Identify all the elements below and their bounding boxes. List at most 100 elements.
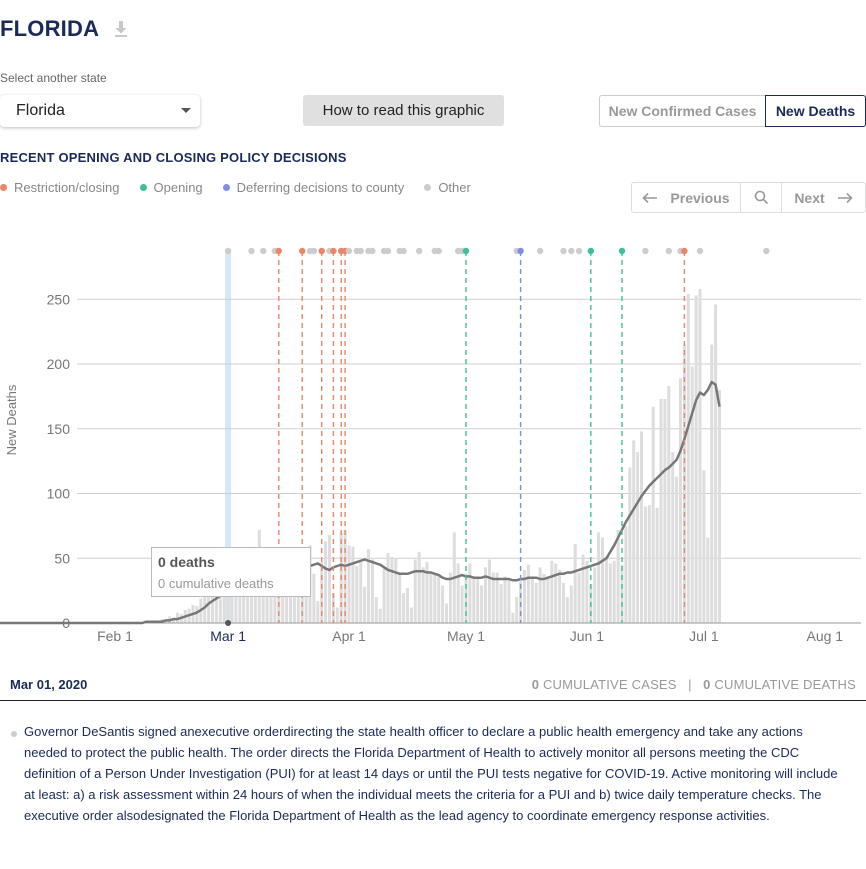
- previous-label: Previous: [670, 189, 730, 206]
- y-axis-label: New Deaths: [4, 384, 19, 455]
- policy-dot-opening: [587, 247, 594, 255]
- death-bar: [390, 556, 394, 623]
- policy-dot-restriction: [275, 247, 282, 255]
- death-bar: [686, 294, 690, 623]
- death-bar: [378, 608, 382, 623]
- death-bar: [324, 541, 328, 623]
- selected-date: Mar 01, 2020: [10, 676, 88, 692]
- selection-bar: Mar 01, 2020 0 CUMULATIVE CASES | 0 CUMU…: [0, 668, 866, 701]
- new-confirmed-cases-tab[interactable]: New Confirmed Cases: [599, 95, 765, 127]
- death-bar: [214, 588, 218, 623]
- x-tick-label: Mar 1: [210, 628, 246, 644]
- previous-button[interactable]: Previous: [632, 183, 741, 212]
- y-tick-label: 250: [47, 291, 71, 307]
- death-bar: [242, 573, 246, 623]
- death-bar: [437, 576, 441, 623]
- policy-dot-other: [400, 247, 407, 255]
- death-bar: [542, 573, 546, 623]
- death-bar: [698, 288, 702, 623]
- death-bar: [503, 576, 507, 623]
- death-bar: [604, 556, 608, 623]
- cum-deaths-label: CUMULATIVE DEATHS: [710, 676, 856, 692]
- death-bar: [406, 588, 409, 623]
- death-bar: [468, 563, 472, 623]
- death-bar: [417, 551, 421, 623]
- death-bar: [562, 582, 565, 623]
- death-bar: [651, 406, 655, 623]
- policy-dot-restriction: [318, 247, 325, 255]
- death-bar: [234, 588, 238, 623]
- policy-dot-restriction: [330, 247, 337, 255]
- death-bar: [690, 366, 694, 623]
- death-bar: [320, 562, 324, 623]
- death-bar: [472, 576, 476, 623]
- cum-cases-label: CUMULATIVE CASES: [539, 676, 677, 692]
- death-bar: [433, 573, 437, 623]
- death-bar: [694, 295, 698, 623]
- policy-legend: Restriction/closing Opening Deferring de…: [0, 180, 491, 195]
- death-bar: [398, 572, 402, 623]
- death-bar: [370, 559, 374, 623]
- death-bar: [710, 344, 714, 623]
- death-bar: [706, 537, 710, 623]
- death-bar: [491, 572, 495, 623]
- death-bar: [495, 572, 499, 623]
- tooltip: 0 deaths 0 cumulative deaths: [151, 547, 311, 597]
- death-bar: [511, 612, 515, 623]
- death-bar: [718, 389, 721, 623]
- policy-dot-deferring: [517, 247, 524, 255]
- policy-dot-other: [357, 247, 364, 255]
- death-bar: [530, 578, 534, 623]
- arrow-left-icon: [642, 192, 658, 203]
- how-to-read-button[interactable]: How to read this graphic: [303, 95, 504, 126]
- death-bar: [363, 586, 367, 623]
- y-tick-label: 150: [47, 421, 71, 437]
- death-bar: [211, 585, 214, 623]
- death-bar: [663, 398, 667, 623]
- death-bar: [367, 549, 370, 623]
- search-button[interactable]: [741, 183, 782, 212]
- death-bar: [355, 566, 359, 623]
- policy-detail-text: Governor DeSantis signed anexecutive ord…: [24, 724, 838, 823]
- death-bar: [507, 580, 511, 623]
- detail-bullet: [11, 731, 17, 737]
- death-bar: [421, 567, 425, 623]
- policy-dot-other: [696, 247, 704, 255]
- policy-dot-other: [260, 247, 267, 255]
- death-bar: [546, 578, 550, 623]
- new-deaths-tab[interactable]: New Deaths: [765, 95, 866, 127]
- death-bar: [679, 378, 682, 623]
- death-bar: [476, 578, 480, 623]
- search-icon: [754, 190, 768, 205]
- legend-item-deferring: Deferring decisions to county: [222, 180, 404, 195]
- death-bar: [675, 476, 679, 623]
- death-bar: [558, 569, 562, 623]
- tooltip-cumulative: 0 cumulative deaths: [158, 576, 274, 591]
- policy-dot-opening: [462, 247, 470, 255]
- death-bar: [222, 590, 226, 623]
- selected-day-marker: [225, 620, 232, 626]
- policy-dot-other: [575, 247, 583, 255]
- average-line: [0, 380, 721, 625]
- death-bar: [448, 572, 452, 623]
- policy-dot-other: [248, 247, 255, 255]
- next-button[interactable]: Next: [782, 183, 865, 212]
- death-bar: [359, 562, 363, 623]
- policy-heading: RECENT OPENING AND CLOSING POLICY DECISI…: [0, 150, 347, 165]
- policy-dot-other: [536, 247, 544, 255]
- x-tick-label: Apr 1: [332, 628, 366, 644]
- death-bar: [585, 560, 589, 623]
- death-bar: [628, 467, 632, 623]
- death-bar: [577, 572, 581, 623]
- death-bar: [624, 525, 628, 623]
- download-icon[interactable]: [113, 20, 129, 38]
- legend-dot-other: [424, 184, 432, 191]
- legend-item-restriction: Restriction/closing: [0, 180, 120, 195]
- death-bar: [230, 580, 234, 623]
- death-bar: [523, 569, 526, 623]
- state-select-value: Florida: [16, 102, 65, 119]
- death-bar: [351, 546, 355, 623]
- policy-dot-other: [369, 247, 376, 255]
- state-select[interactable]: Florida: [0, 95, 200, 127]
- policy-dot-other: [642, 247, 649, 255]
